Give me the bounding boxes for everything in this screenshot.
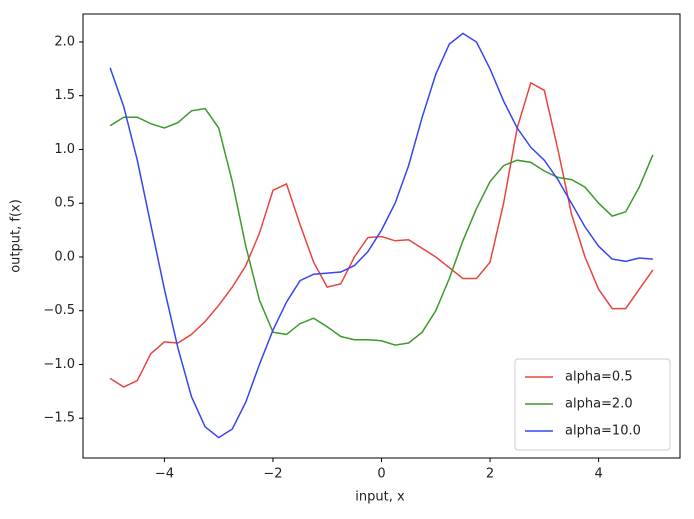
y-tick-label: 1.5	[54, 88, 75, 103]
legend-label: alpha=10.0	[565, 424, 641, 439]
line	[109, 81, 654, 388]
plot-frame	[82, 13, 681, 459]
x-tick-label: 4	[594, 467, 602, 482]
line	[109, 107, 654, 346]
y-tick-label: −0.5	[43, 303, 75, 318]
x-tick-label: −4	[155, 467, 174, 482]
x-tick-label: 2	[486, 467, 494, 482]
y-tick-label: 0.5	[54, 196, 75, 211]
legend-box	[514, 358, 671, 451]
y-tick-label: 1.0	[54, 142, 75, 157]
line	[109, 32, 653, 439]
x-axis-label: input, x	[355, 490, 405, 505]
x-tick-label: 0	[377, 467, 385, 482]
legend-label: alpha=0.5	[565, 370, 633, 385]
x-tick-label: −2	[263, 467, 282, 482]
y-tick-label: 0.0	[54, 249, 75, 264]
y-tick-label: −1.0	[43, 357, 75, 372]
y-axis-label: output, f(x)	[9, 199, 24, 273]
y-tick-label: 2.0	[54, 34, 75, 49]
legend-label: alpha=2.0	[565, 397, 633, 412]
y-tick-label: −1.5	[43, 411, 75, 426]
